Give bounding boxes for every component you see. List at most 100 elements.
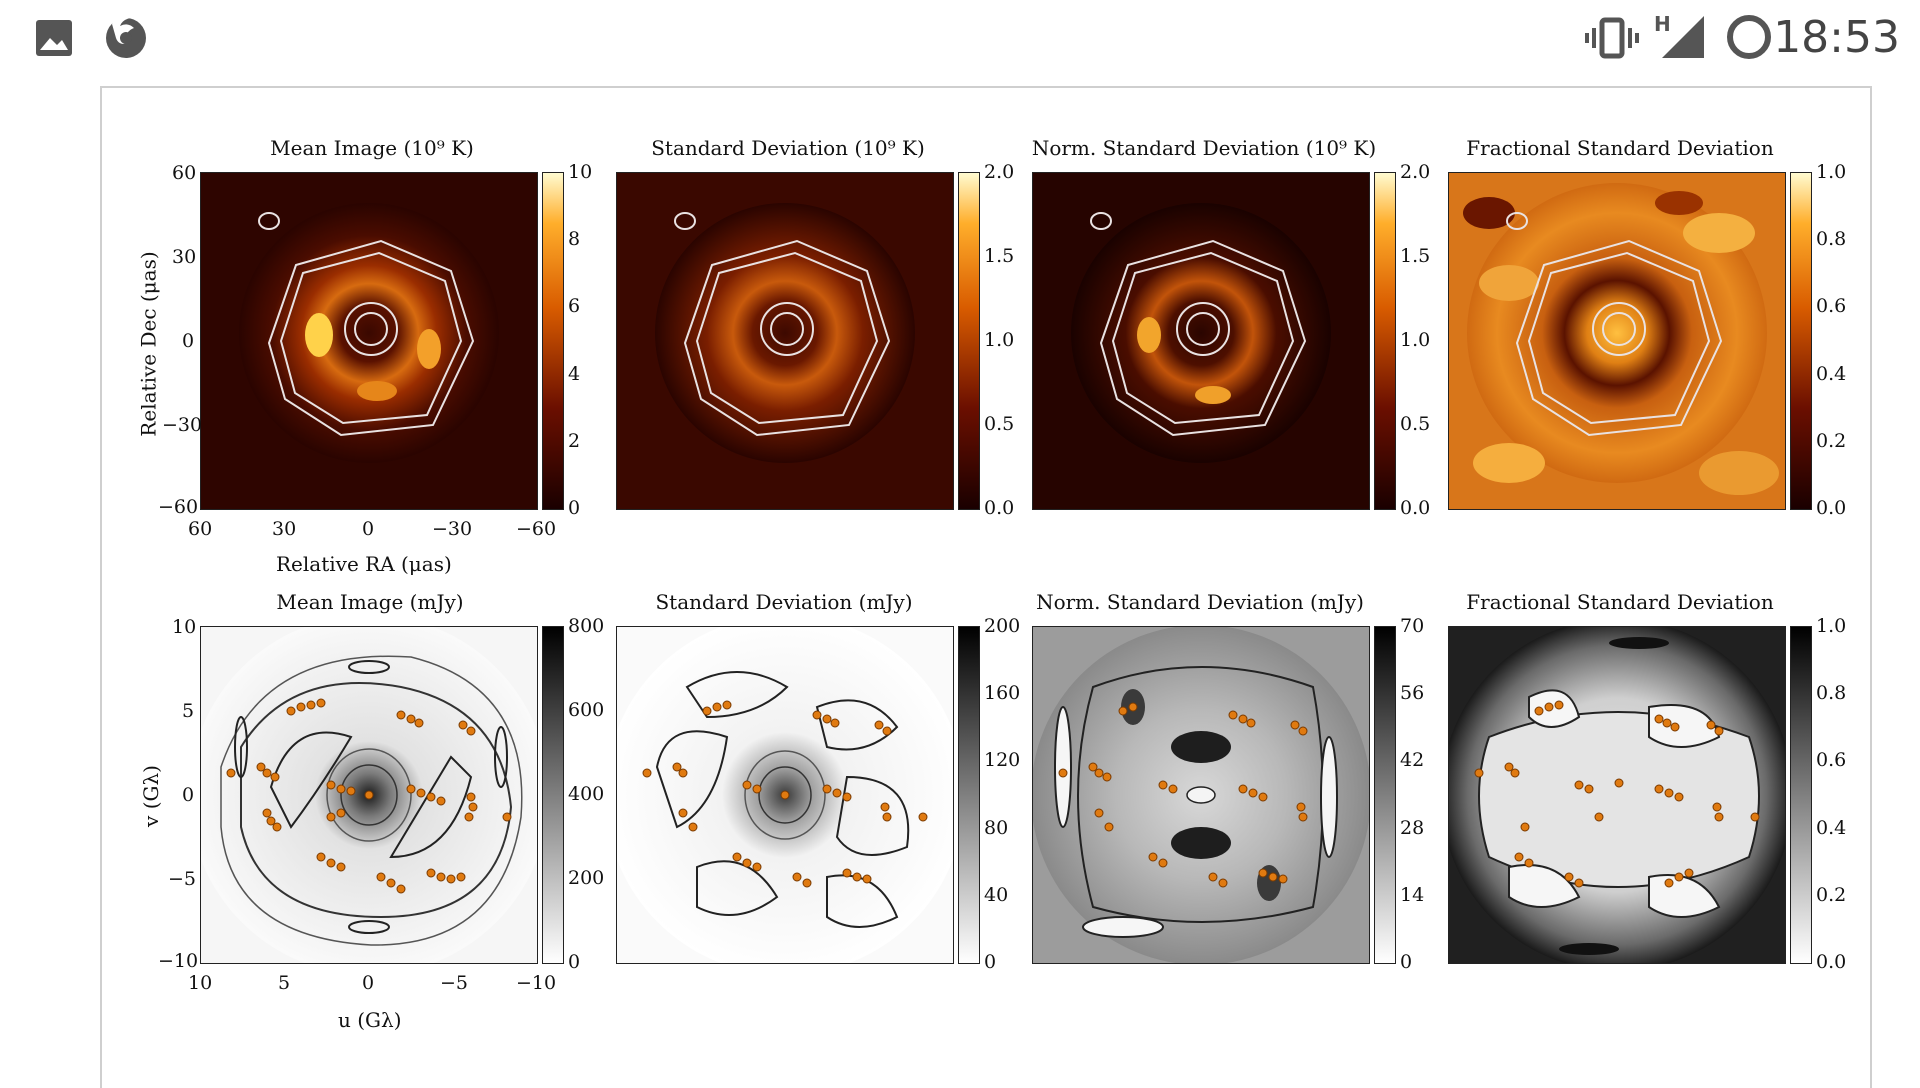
image-icon xyxy=(36,20,72,56)
colorbar-tick-label: 0.0 xyxy=(984,497,1015,519)
top-ylabel: Relative Dec (μas) xyxy=(136,251,161,437)
colorbar-tick-label: 2 xyxy=(568,429,581,452)
colorbar-tick-label: 1.5 xyxy=(1400,245,1431,267)
colorbar-tick-label: 4 xyxy=(568,362,581,385)
colorbar-tick-label: 1.0 xyxy=(1400,329,1431,351)
bottom-xtick: −5 xyxy=(440,972,469,994)
bottom-title-2: Standard Deviation (mJy) xyxy=(655,590,913,614)
bottom-xtick: 10 xyxy=(188,972,213,994)
top-title-1: Mean Image (10⁹ K) xyxy=(270,136,474,160)
top-title-2: Standard Deviation (10⁹ K) xyxy=(651,136,925,160)
colorbar-tick-label: 2.0 xyxy=(984,161,1015,183)
bottom-ylabel: v (Gλ) xyxy=(138,765,163,827)
top-colorbar-2 xyxy=(958,172,980,510)
colorbar-tick-label: 0 xyxy=(1400,951,1413,973)
circle-icon xyxy=(1727,15,1771,59)
colorbar-tick-label: 80 xyxy=(984,816,1009,839)
bottom-plot-3 xyxy=(1032,626,1370,964)
colorbar-tick-label: 0.8 xyxy=(1816,228,1847,251)
top-title-4: Fractional Standard Deviation xyxy=(1466,136,1774,160)
vibrate-icon xyxy=(1585,17,1639,59)
colorbar-tick-label: 0.6 xyxy=(1816,295,1847,318)
top-colorbar-3 xyxy=(1374,172,1396,510)
bottom-plot-2 xyxy=(616,626,954,964)
bottom-ytick: 0 xyxy=(182,784,195,806)
firefox-icon xyxy=(106,16,146,58)
colorbar-tick-label: 0.0 xyxy=(1816,497,1847,519)
top-xtick: 0 xyxy=(362,518,375,540)
colorbar-tick-label: 6 xyxy=(568,295,581,318)
colorbar-tick-label: 0 xyxy=(984,951,997,973)
signal-icon xyxy=(1662,16,1704,58)
top-xtick: 60 xyxy=(188,518,213,540)
colorbar-tick-label: 120 xyxy=(984,749,1021,772)
colorbar-tick-label: 600 xyxy=(568,699,605,721)
bottom-ytick: 10 xyxy=(172,616,197,638)
top-colorbar-4 xyxy=(1790,172,1812,510)
top-xtick: 30 xyxy=(272,518,297,540)
colorbar-tick-label: 1.0 xyxy=(984,329,1015,351)
colorbar-tick-label: 56 xyxy=(1400,682,1425,705)
colorbar-tick-label: 1.5 xyxy=(984,245,1015,267)
bottom-xtick: 5 xyxy=(278,972,291,994)
bottom-plot-1 xyxy=(200,626,538,964)
bottom-title-1: Mean Image (mJy) xyxy=(276,590,464,614)
colorbar-tick-label: 0 xyxy=(568,951,581,973)
colorbar-tick-label: 160 xyxy=(984,682,1021,705)
colorbar-tick-label: 14 xyxy=(1400,883,1425,906)
colorbar-tick-label: 40 xyxy=(984,883,1009,906)
status-bar: H 18:53 xyxy=(0,0,1920,76)
bottom-xlabel: u (Gλ) xyxy=(338,1008,402,1032)
top-ytick: −60 xyxy=(158,496,199,518)
colorbar-tick-label: 0.0 xyxy=(1400,497,1431,519)
colorbar-tick-label: 0.2 xyxy=(1816,883,1847,906)
colorbar-tick-label: 0.8 xyxy=(1816,682,1847,705)
colorbar-tick-label: 28 xyxy=(1400,816,1425,839)
colorbar-tick-label: 2.0 xyxy=(1400,161,1431,183)
top-xlabel: Relative RA (μas) xyxy=(276,552,452,576)
bottom-title-3: Norm. Standard Deviation (mJy) xyxy=(1036,590,1364,614)
colorbar-tick-label: 10 xyxy=(568,161,593,183)
top-plot-1 xyxy=(200,172,538,510)
top-plot-3 xyxy=(1032,172,1370,510)
bottom-ytick: 5 xyxy=(182,700,195,722)
colorbar-tick-label: 8 xyxy=(568,228,581,251)
bottom-xtick: −10 xyxy=(516,972,557,994)
bottom-colorbar-4 xyxy=(1790,626,1812,964)
colorbar-tick-label: 0.6 xyxy=(1816,749,1847,772)
colorbar-tick-label: 0.5 xyxy=(1400,413,1431,435)
bottom-colorbar-1 xyxy=(542,626,564,964)
colorbar-tick-label: 42 xyxy=(1400,749,1425,772)
top-ytick: 30 xyxy=(172,246,197,268)
colorbar-tick-label: 1.0 xyxy=(1816,161,1847,183)
top-ytick: 60 xyxy=(172,162,197,184)
network-type-label: H xyxy=(1654,12,1671,36)
top-title-3: Norm. Standard Deviation (10⁹ K) xyxy=(1031,136,1377,160)
colorbar-tick-label: 800 xyxy=(568,615,605,637)
colorbar-tick-label: 1.0 xyxy=(1816,615,1847,637)
top-ytick: 0 xyxy=(182,330,195,352)
colorbar-tick-label: 0.4 xyxy=(1816,362,1847,385)
colorbar-tick-label: 200 xyxy=(568,867,605,889)
bottom-colorbar-2 xyxy=(958,626,980,964)
colorbar-tick-label: 200 xyxy=(984,615,1021,637)
colorbar-tick-label: 70 xyxy=(1400,615,1425,637)
bottom-colorbar-3 xyxy=(1374,626,1396,964)
bottom-plot-4 xyxy=(1448,626,1786,964)
top-xtick: −30 xyxy=(432,518,473,540)
colorbar-tick-label: 0.5 xyxy=(984,413,1015,435)
bottom-title-4: Fractional Standard Deviation xyxy=(1466,590,1774,614)
figure-card: Mean Image (10⁹ K) Standard Deviation (1… xyxy=(100,86,1872,1088)
colorbar-tick-label: 0.4 xyxy=(1816,816,1847,839)
top-colorbar-1 xyxy=(542,172,564,510)
colorbar-tick-label: 0 xyxy=(568,497,581,519)
top-plot-4 xyxy=(1448,172,1786,510)
top-xtick: −60 xyxy=(516,518,557,540)
colorbar-tick-label: 400 xyxy=(568,783,605,805)
colorbar-tick-label: 0.2 xyxy=(1816,429,1847,452)
top-plot-2 xyxy=(616,172,954,510)
clock-time: 18:53 xyxy=(1773,12,1900,63)
top-ytick: −30 xyxy=(162,414,203,436)
bottom-ytick: −10 xyxy=(158,950,199,972)
bottom-xtick: 0 xyxy=(362,972,375,994)
